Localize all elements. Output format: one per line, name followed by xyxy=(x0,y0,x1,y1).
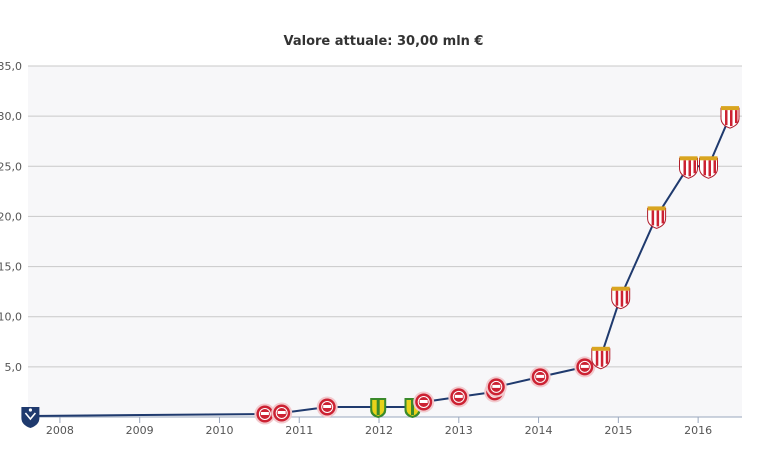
x-tick-label: 2015 xyxy=(604,424,632,437)
x-tick-label: 2010 xyxy=(205,424,233,437)
y-tick-label: 35,0 xyxy=(0,60,22,73)
red-round-crest-icon xyxy=(271,402,293,424)
y-tick-label: 15,0 xyxy=(0,261,22,274)
y-tick-label: 10,0 xyxy=(0,311,22,324)
x-tick-label: 2012 xyxy=(365,424,393,437)
red-white-shield-crest-icon xyxy=(647,206,667,229)
red-white-shield-crest-icon xyxy=(699,156,718,179)
x-tick-label: 2013 xyxy=(445,424,473,437)
red-round-crest-icon xyxy=(529,366,551,388)
red-white-shield-crest-icon xyxy=(591,346,611,370)
plot-background xyxy=(28,66,742,417)
x-tick-label: 2008 xyxy=(46,424,74,437)
red-round-crest-icon xyxy=(574,356,596,378)
red-white-shield-crest-icon xyxy=(720,106,740,129)
red-round-crest-icon xyxy=(254,403,276,425)
red-white-shield-crest-icon xyxy=(611,286,631,310)
x-tick-label: 2011 xyxy=(285,424,313,437)
blue-shield-crest-icon xyxy=(21,407,40,428)
red-round-crest-icon xyxy=(413,391,435,413)
x-tick-label: 2014 xyxy=(525,424,553,437)
chart-title: Valore attuale: 30,00 mln € xyxy=(283,34,484,49)
red-white-shield-crest-icon xyxy=(679,156,698,179)
y-tick-label: 5,0 xyxy=(5,361,23,374)
y-tick-label: 30,0 xyxy=(0,110,22,123)
x-tick-label: 2016 xyxy=(684,424,712,437)
red-round-crest-icon xyxy=(448,386,470,408)
yellow-green-crest-icon xyxy=(370,398,387,418)
red-round-crest-icon xyxy=(485,376,507,398)
y-tick-label: 25,0 xyxy=(0,160,22,173)
x-tick-label: 2009 xyxy=(126,424,154,437)
red-round-crest-icon xyxy=(316,396,338,418)
y-tick-label: 20,0 xyxy=(0,210,22,223)
